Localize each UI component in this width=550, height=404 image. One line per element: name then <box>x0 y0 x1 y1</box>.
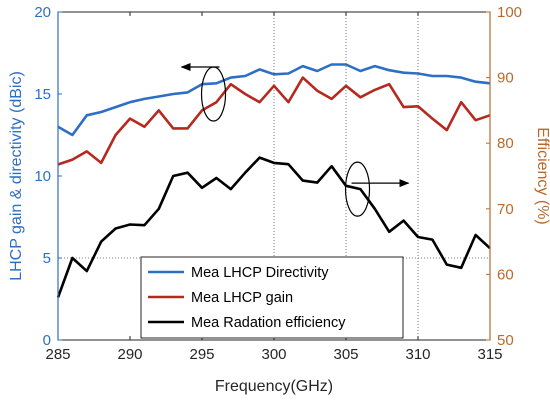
x-tick-label: 285 <box>45 346 70 363</box>
right-axis-ticks: 50 60 70 80 90 100 <box>486 4 522 349</box>
right-tick-label: 90 <box>497 70 514 87</box>
legend-box <box>140 256 404 339</box>
right-tick-label: 60 <box>497 266 514 283</box>
efficiency-line <box>56 156 491 298</box>
annotation-ellipse <box>344 161 371 217</box>
left-tick-label: 15 <box>34 86 51 103</box>
x-tick-label: 295 <box>189 346 214 363</box>
annotations <box>180 63 410 217</box>
left-tick-label: 20 <box>34 4 51 21</box>
right-axis-title: Efficiency (%) <box>534 127 550 225</box>
legend-label-gain-line: Mea LHCP gain <box>191 290 293 306</box>
series-lines <box>56 63 491 298</box>
left-tick-label: 0 <box>43 332 51 349</box>
right-tick-label: 100 <box>497 4 522 21</box>
x-tick-label: 290 <box>117 346 142 363</box>
x-axis-ticks: 285 290 295 300 305 310 315 <box>45 12 503 363</box>
legend-label-directivity-line: Mea LHCP Directivity <box>191 265 329 281</box>
left-axis-title: LHCP gain & directivity (dBic) <box>8 71 25 281</box>
x-tick-label: 315 <box>477 346 502 363</box>
left-tick-label: 10 <box>34 168 51 185</box>
x-tick-label: 310 <box>405 346 430 363</box>
legend-label-efficiency-line: Mea Radation efficiency <box>191 315 346 331</box>
right-tick-label: 50 <box>497 332 514 349</box>
left-tick-label: 5 <box>43 250 51 267</box>
left-axis-ticks: 0 5 10 15 20 <box>34 4 62 349</box>
directivity-line <box>57 63 491 137</box>
right-tick-label: 80 <box>497 135 514 152</box>
legend: Mea LHCP Directivity Mea LHCP gain Mea Rad… <box>140 256 404 339</box>
legend-items: Mea LHCP Directivity Mea LHCP gain Mea Rad… <box>148 265 346 331</box>
x-tick-label: 300 <box>261 346 286 363</box>
gain-line <box>57 76 491 166</box>
x-tick-label: 305 <box>333 346 358 363</box>
right-tick-label: 70 <box>497 201 514 218</box>
x-axis-title: Frequency(GHz) <box>215 378 333 395</box>
